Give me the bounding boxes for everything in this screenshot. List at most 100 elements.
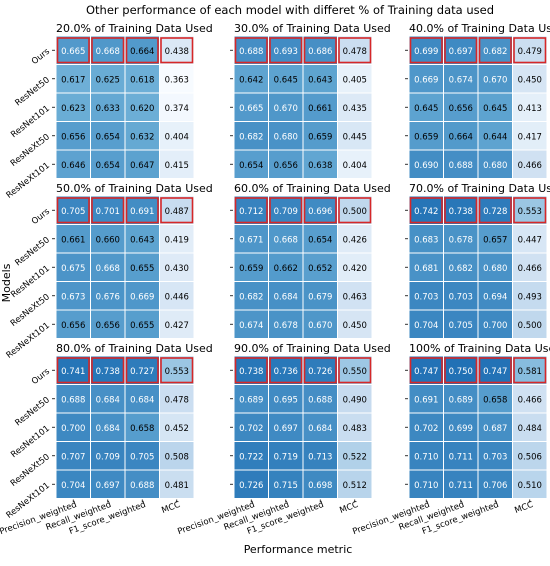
x-tick-label: MCC	[513, 500, 535, 516]
y-tick-label: Ours	[30, 366, 52, 387]
heatmap-cell	[337, 64, 373, 94]
cell-value-label: 0.435	[343, 104, 367, 114]
highlight-box	[269, 197, 303, 224]
cell-value-label: 0.645	[414, 104, 438, 114]
highlight-box	[125, 197, 159, 224]
heatmap-cell	[124, 469, 160, 499]
heatmap-cell	[159, 224, 195, 254]
heatmap-cell	[159, 149, 195, 179]
cell-value-label: 0.678	[274, 321, 298, 331]
cell-value-label: 0.674	[449, 75, 473, 85]
cell-value-label: 0.750	[449, 367, 473, 377]
cell-value-label: 0.374	[165, 104, 189, 114]
heatmap-cell	[55, 384, 91, 414]
highlight-box	[160, 357, 194, 384]
cell-value-label: 0.688	[239, 47, 263, 57]
highlight-box	[269, 357, 303, 384]
highlight-box	[91, 357, 125, 384]
heatmap-cell	[512, 355, 548, 385]
heatmap-cell	[512, 412, 548, 442]
cell-value-label: 0.684	[130, 395, 154, 405]
heatmap-cell	[124, 441, 160, 471]
heatmap-cell	[477, 441, 513, 471]
heatmap-cell	[124, 149, 160, 179]
heatmap-cell	[477, 64, 513, 94]
heatmap-cell	[302, 92, 338, 122]
cell-value-label: 0.684	[308, 424, 332, 434]
x-tick-label: MCC	[338, 500, 360, 516]
cell-value-label: 0.726	[239, 481, 263, 491]
cell-value-label: 0.669	[130, 292, 154, 302]
cell-value-label: 0.656	[96, 321, 120, 331]
cell-value-label: 0.683	[414, 235, 438, 245]
cell-value-label: 0.682	[449, 264, 473, 274]
heatmap-cell	[159, 384, 195, 414]
cell-value-label: 0.678	[449, 235, 473, 245]
y-tick-label: ResNeXt101	[5, 161, 52, 201]
heatmap-cell	[302, 441, 338, 471]
highlight-box	[513, 197, 547, 224]
cell-value-label: 0.695	[274, 395, 298, 405]
heatmap-cell	[302, 224, 338, 254]
cell-value-label: 0.659	[308, 132, 332, 142]
highlight-box	[91, 37, 125, 64]
heatmap-cell	[124, 195, 160, 225]
highlight-box	[160, 197, 194, 224]
panel-title: 30.0% of Training Data Used	[234, 22, 391, 35]
heatmap-cell	[337, 469, 373, 499]
cell-value-label: 0.670	[308, 321, 332, 331]
figure-title: Other performance of each model with dif…	[86, 3, 494, 17]
heatmap-cell	[302, 195, 338, 225]
cell-value-label: 0.463	[343, 292, 367, 302]
heatmap-cell	[55, 309, 91, 339]
cell-value-label: 0.553	[165, 367, 189, 377]
heatmap-cell	[90, 224, 126, 254]
cell-value-label: 0.500	[518, 321, 542, 331]
panel-title: 60.0% of Training Data Used	[234, 182, 391, 195]
heatmap-panel: 100% of Training Data Used 0.747 0.750 0.74…	[351, 342, 550, 537]
cell-value-label: 0.670	[274, 104, 298, 114]
highlight-box	[234, 37, 268, 64]
heatmap-panel: 40.0% of Training Data Used 0.699 0.697 0.6…	[405, 22, 550, 179]
heatmap-cell	[268, 64, 304, 94]
cell-value-label: 0.417	[518, 132, 542, 142]
heatmap-cell	[55, 35, 91, 65]
heatmap-cell	[90, 92, 126, 122]
cell-value-label: 0.478	[343, 47, 367, 57]
cell-value-label: 0.668	[96, 47, 120, 57]
cell-value-label: 0.655	[130, 321, 154, 331]
heatmap-cell	[159, 355, 195, 385]
cell-value-label: 0.484	[518, 424, 542, 434]
highlight-box	[478, 197, 512, 224]
cell-value-label: 0.483	[343, 424, 367, 434]
heatmap-cell	[337, 309, 373, 339]
cell-value-label: 0.419	[165, 235, 189, 245]
cell-value-label: 0.668	[96, 264, 120, 274]
heatmap-cell	[477, 355, 513, 385]
heatmap-cell	[512, 469, 548, 499]
highlight-box	[303, 37, 337, 64]
cell-value-label: 0.711	[449, 452, 473, 462]
highlight-box	[338, 37, 372, 64]
heatmap-cell	[477, 309, 513, 339]
heatmap-cell	[55, 121, 91, 151]
heatmap-cell	[302, 355, 338, 385]
panel-title: 20.0% of Training Data Used	[56, 22, 213, 35]
highlight-box	[478, 37, 512, 64]
cell-value-label: 0.506	[518, 452, 542, 462]
highlight-box	[444, 37, 478, 64]
heatmap-cell	[90, 121, 126, 151]
highlight-box	[56, 37, 90, 64]
cell-value-label: 0.659	[239, 264, 263, 274]
heatmap-cell	[477, 195, 513, 225]
cell-value-label: 0.466	[518, 395, 542, 405]
cell-value-label: 0.684	[96, 424, 120, 434]
highlight-box	[444, 197, 478, 224]
cell-value-label: 0.645	[274, 75, 298, 85]
cell-value-label: 0.676	[96, 292, 120, 302]
cell-value-label: 0.682	[239, 292, 263, 302]
cell-value-label: 0.703	[449, 292, 473, 302]
highlight-box	[125, 357, 159, 384]
panel-title: 70.0% of Training Data Used	[409, 182, 550, 195]
